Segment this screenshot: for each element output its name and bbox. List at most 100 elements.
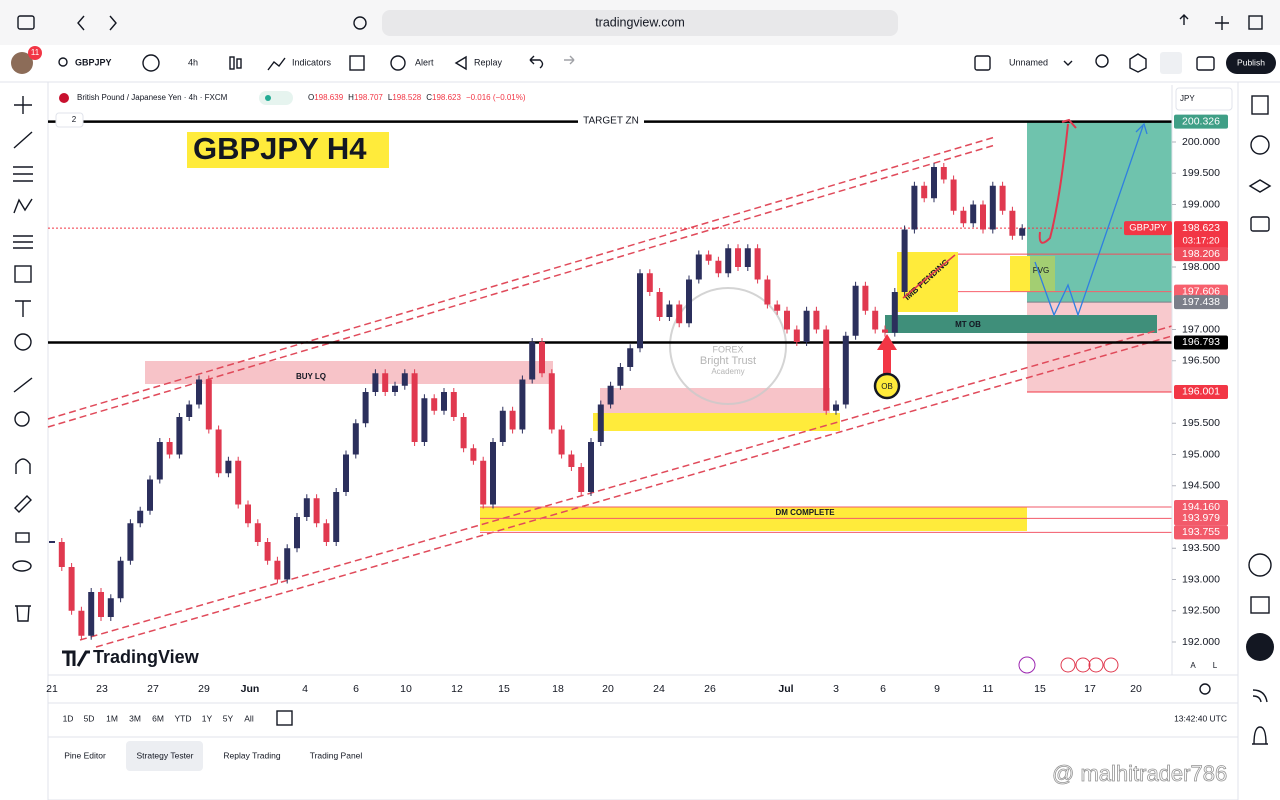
trend-line[interactable] [13, 131, 33, 149]
badge-count: 11 [31, 48, 40, 57]
url-bar[interactable] [382, 10, 898, 36]
snapshot[interactable] [1196, 56, 1215, 71]
ohlc-key: O [308, 93, 314, 102]
remove[interactable] [15, 605, 31, 622]
watchlist[interactable] [1251, 95, 1269, 115]
range-button[interactable]: 3M [129, 713, 141, 723]
auto-scale[interactable]: A [1190, 661, 1196, 670]
quick-search[interactable] [1095, 54, 1109, 68]
price-badge [1174, 500, 1228, 514]
event-icon[interactable] [1060, 657, 1076, 673]
ohlc-value: 198.639 [314, 93, 343, 102]
layout-icon[interactable] [974, 55, 991, 71]
bottom-tab[interactable]: Strategy Tester [136, 750, 193, 760]
settings[interactable] [1129, 53, 1147, 73]
chart-type[interactable] [229, 56, 235, 70]
range-button[interactable]: 5Y [223, 713, 234, 723]
scanner[interactable] [1248, 553, 1272, 577]
layout-name[interactable]: Unnamed [1009, 57, 1048, 67]
up-arrow [877, 334, 897, 374]
fvg-label: FVG [1033, 266, 1049, 275]
news[interactable] [1252, 689, 1268, 703]
search-icon[interactable] [58, 57, 68, 67]
zoom[interactable] [14, 411, 30, 427]
market-status[interactable] [259, 91, 293, 105]
patterns[interactable] [13, 198, 33, 214]
event-icon[interactable] [1088, 657, 1104, 673]
candle [989, 185, 996, 230]
apps-button[interactable] [1246, 633, 1274, 661]
bottom-tab[interactable]: Trading Panel [310, 750, 363, 760]
lock[interactable] [15, 532, 30, 543]
right-tools[interactable] [1248, 95, 1272, 745]
undo[interactable] [529, 55, 544, 69]
event-icon[interactable] [1103, 657, 1119, 673]
templates[interactable] [349, 55, 365, 71]
symbol[interactable]: GBPJPY [75, 57, 112, 67]
alert[interactable]: Alert [415, 57, 434, 67]
hide[interactable] [12, 560, 32, 572]
candle [735, 248, 741, 267]
magnet[interactable] [15, 458, 31, 474]
bottom-tab[interactable]: Replay Trading [223, 750, 280, 760]
x-tick-label: 20 [1130, 683, 1142, 695]
replay[interactable]: Replay [474, 57, 503, 67]
log-scale[interactable]: L [1213, 661, 1218, 670]
goto-date[interactable] [276, 710, 293, 726]
candle [960, 210, 967, 224]
shapes[interactable] [14, 265, 32, 283]
stamp-text: FOREX [712, 344, 743, 354]
range-button[interactable]: 6M [152, 713, 164, 723]
add-symbol[interactable] [142, 54, 160, 72]
layout-chevron[interactable] [1063, 60, 1073, 66]
candle [411, 373, 418, 442]
stay-drawing[interactable] [14, 495, 32, 513]
publish[interactable]: Publish [1237, 57, 1265, 67]
range-button[interactable]: 1Y [202, 713, 213, 723]
fullscreen[interactable] [1160, 52, 1182, 74]
collapse-button[interactable] [55, 112, 84, 128]
avatar[interactable] [11, 52, 33, 74]
candle [235, 460, 242, 505]
chats[interactable] [1250, 216, 1270, 232]
fib[interactable] [13, 166, 33, 182]
text-tool[interactable] [15, 300, 31, 317]
y-tick-label: 200.000 [1182, 136, 1220, 148]
bottom-tab[interactable]: Pine Editor [64, 750, 106, 760]
indicators[interactable]: Indicators [292, 57, 332, 67]
measure[interactable] [13, 377, 33, 393]
event-icon[interactable] [1075, 657, 1091, 673]
range-button[interactable]: YTD [175, 713, 192, 723]
axis-settings[interactable] [1199, 683, 1211, 695]
price-badge-label: 194.160 [1182, 501, 1220, 513]
range-button[interactable]: 5D [84, 713, 95, 723]
candle [225, 460, 232, 474]
icons-tool[interactable] [14, 333, 32, 351]
range-button[interactable]: 1D [63, 713, 74, 723]
notifications[interactable] [1252, 726, 1268, 745]
candle [372, 373, 379, 392]
candle [333, 492, 340, 542]
currency-select[interactable] [1175, 87, 1233, 111]
interval[interactable]: 4h [188, 57, 198, 67]
drawing-tools[interactable] [12, 96, 33, 622]
object-tree[interactable] [1248, 179, 1272, 193]
redo[interactable] [564, 55, 575, 65]
range-button[interactable]: 1M [106, 713, 118, 723]
x-tick-label: 29 [198, 683, 210, 695]
event-icon[interactable] [1018, 656, 1036, 674]
active-tab-bg [126, 741, 203, 771]
crosshair[interactable] [14, 96, 32, 114]
calendar[interactable] [1250, 596, 1270, 614]
alerts[interactable] [1250, 135, 1270, 155]
range-button[interactable]: All [244, 713, 254, 723]
browser-actions[interactable] [1179, 14, 1229, 30]
y-tick-label: 199.000 [1182, 198, 1220, 210]
tabs-button[interactable] [1248, 15, 1263, 30]
sidebar-button[interactable] [17, 15, 35, 30]
nav-arrows[interactable] [77, 15, 117, 31]
publish-button[interactable] [1226, 52, 1276, 74]
channel-lower-1 [79, 325, 1173, 641]
candle [793, 329, 800, 342]
prediction[interactable] [13, 235, 33, 249]
